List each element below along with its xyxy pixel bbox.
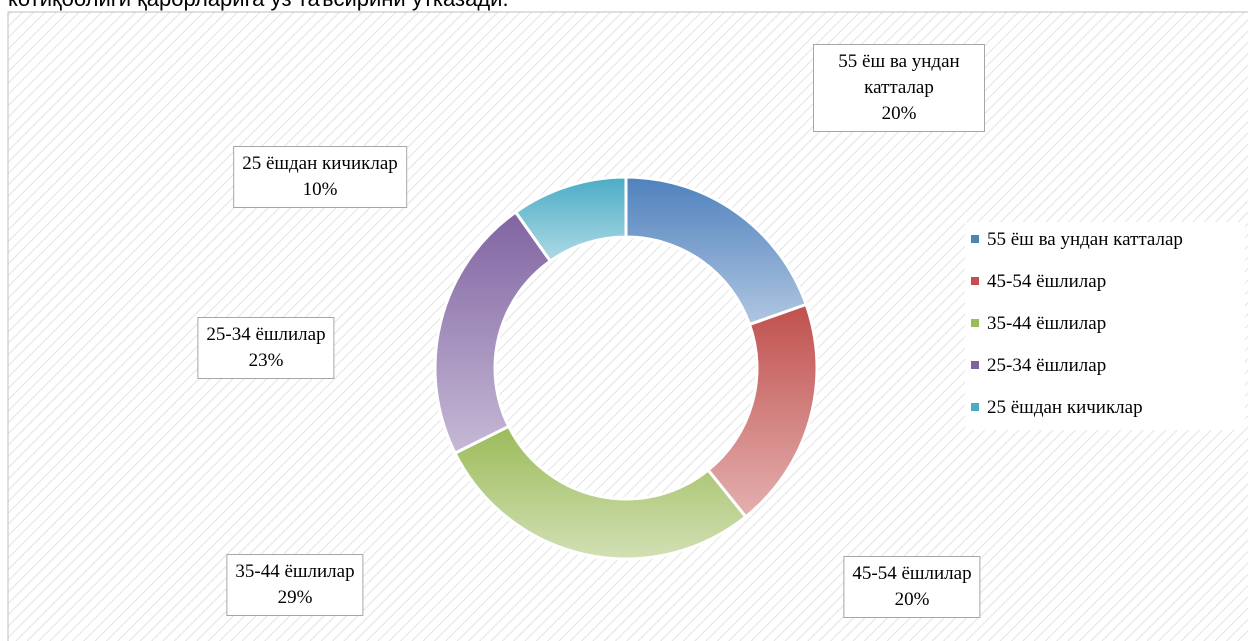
label-value: 20% <box>881 103 917 124</box>
legend-label: 45-54 ёшлилар <box>987 271 1107 292</box>
segment <box>513 175 628 264</box>
legend-swatch <box>971 318 979 327</box>
label-category: 25 ёшдан кичиклар <box>242 153 398 174</box>
label-value: 29% <box>277 587 313 608</box>
legend-swatch <box>971 276 979 285</box>
legend-item: 25 ёшдан кичиклар <box>971 397 1143 419</box>
label-value: 23% <box>248 350 284 371</box>
data-label: 35-44 ёшлилар 29% <box>226 554 364 616</box>
legend-item: 25-34 ёшлилар <box>971 355 1106 377</box>
legend-label: 25 ёшдан кичиклар <box>987 397 1143 418</box>
data-label: 45-54 ёшлилар 20% <box>843 556 981 618</box>
caption: котиқоолиги қарорларига ўз таъсирини ўтк… <box>8 0 509 12</box>
data-label: 25 ёшдан кичиклар 10% <box>233 146 407 208</box>
legend-item: 55 ёш ва ундан катталар <box>971 229 1183 251</box>
data-label: 55 ёш ва ундан катталар 20% <box>813 44 985 132</box>
legend: 55 ёш ва ундан катталар 45-54 ёшлилар 35-4… <box>965 222 1245 430</box>
legend-label: 35-44 ёшлилар <box>987 313 1107 334</box>
legend-item: 35-44 ёшлилар <box>971 313 1106 335</box>
data-label: 25-34 ёшлилар 23% <box>197 317 335 379</box>
legend-label: 55 ёш ва ундан катталар <box>987 229 1183 250</box>
label-category: 45-54 ёшлилар <box>852 563 972 584</box>
legend-swatch <box>971 234 979 243</box>
legend-item: 45-54 ёшлилар <box>971 271 1106 293</box>
label-category: 55 ёш ва ундан катталар <box>838 51 960 98</box>
segment <box>453 424 748 561</box>
label-value: 20% <box>894 589 930 610</box>
label-category: 35-44 ёшлилар <box>235 561 355 582</box>
label-value: 10% <box>302 179 338 200</box>
legend-swatch <box>971 360 979 369</box>
legend-swatch <box>971 402 979 411</box>
label-category: 25-34 ёшлилар <box>206 324 326 345</box>
legend-label: 25-34 ёшлилар <box>987 355 1107 376</box>
